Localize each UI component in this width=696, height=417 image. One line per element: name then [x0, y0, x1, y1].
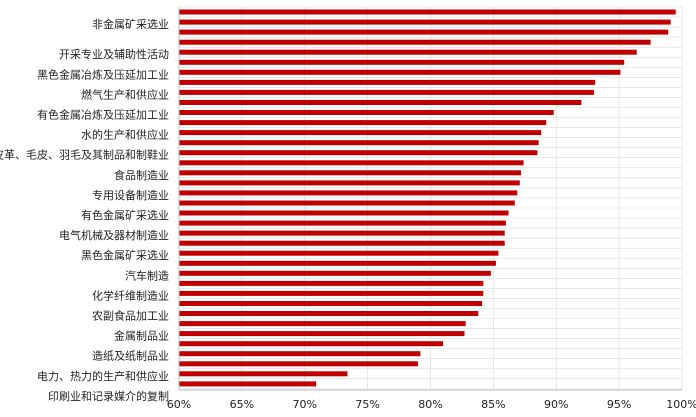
bar [179, 361, 418, 367]
bar [179, 371, 348, 377]
bar [179, 230, 505, 236]
category-label: 化学纤维制造业 [92, 288, 169, 302]
bars [179, 9, 676, 387]
category-label: 造纸及纸制品业 [92, 349, 169, 363]
x-tick-label: 70% [293, 398, 317, 411]
category-label: 有色金属冶炼及压延加工业 [37, 108, 169, 122]
category-label: 开采专业及辅助性活动 [59, 47, 169, 61]
bar [179, 210, 509, 216]
category-label: 燃气生产和供应业 [81, 87, 169, 101]
category-label: 食品制造业 [114, 168, 169, 182]
bar [179, 9, 676, 15]
bar [179, 240, 505, 246]
bar [179, 311, 479, 316]
x-axis-tick-labels: 60% 65% 70% 75% 80% 85% 90% 95% 100% [167, 398, 696, 411]
bar [179, 321, 466, 327]
bar [179, 150, 538, 156]
x-tick-label: 100% [666, 398, 696, 411]
bar [179, 341, 444, 347]
category-label: 黑色金属矿采选业 [81, 248, 169, 262]
bar [179, 260, 496, 266]
category-label: 电气机械及器材制造业 [59, 228, 169, 242]
bar [179, 331, 465, 337]
bar [179, 270, 491, 276]
bar [179, 280, 484, 286]
category-label: 黑色金属冶炼及压延加工业 [37, 67, 169, 81]
bar [179, 29, 669, 35]
category-label: 有色金属矿采选业 [81, 208, 169, 222]
category-label: 金属制品业 [114, 329, 169, 343]
category-label: 农副食品加工业 [92, 309, 169, 323]
x-tick-label: 85% [481, 398, 505, 411]
category-label: 电力、热力的生产和供应业 [37, 369, 169, 383]
bar [179, 290, 484, 296]
grid-lines [178, 6, 683, 390]
bar [179, 140, 539, 146]
bar [179, 130, 542, 136]
bar [179, 49, 637, 55]
category-labels: 非金属矿采选业开采专业及辅助性活动黑色金属冶炼及压延加工业燃气生产和供应业有色金… [0, 17, 169, 403]
category-label: 汽车制造 [125, 268, 169, 282]
bar [179, 59, 625, 65]
x-tick-label: 95% [607, 398, 631, 411]
x-tick-label: 80% [418, 398, 442, 411]
bar [179, 180, 520, 186]
bar [179, 220, 506, 226]
category-label: 水的生产和供应业 [81, 128, 169, 142]
bar [179, 69, 621, 75]
bar [179, 89, 594, 95]
category-label: 皮革、毛皮、羽毛及其制品和制鞋业 [0, 148, 169, 162]
x-tick-label: 60% [167, 398, 191, 411]
bar [179, 170, 521, 176]
bar [179, 19, 671, 25]
category-label: 专用设备制造业 [92, 188, 169, 202]
bar [179, 250, 499, 256]
category-label: 印刷业和记录媒介的复制 [48, 389, 169, 403]
bar [179, 120, 547, 126]
bar [179, 79, 596, 85]
x-tick-label: 65% [230, 398, 254, 411]
bar [179, 100, 582, 105]
bar [179, 110, 554, 115]
bar [179, 301, 483, 306]
category-label: 非金属矿采选业 [92, 17, 169, 31]
bar [179, 351, 421, 357]
bar [179, 160, 524, 166]
x-tick-label: 75% [355, 398, 379, 411]
bar [179, 200, 515, 206]
x-tick-label: 90% [544, 398, 568, 411]
bar [179, 190, 518, 196]
bar [179, 39, 651, 45]
bar [179, 381, 317, 387]
